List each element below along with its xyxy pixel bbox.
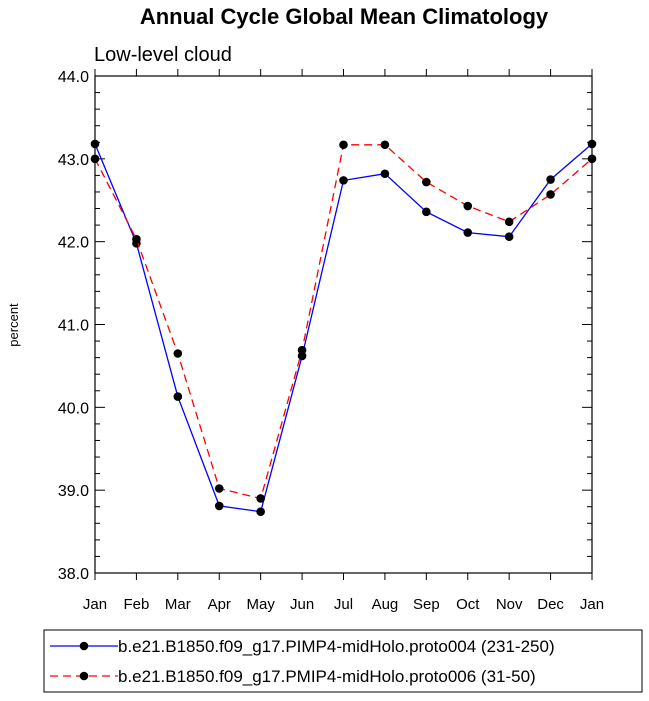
y-tick-label: 42.0 [58, 235, 89, 252]
series-layer [90, 139, 597, 517]
data-point-series1 [256, 507, 265, 517]
x-tick-label: Sep [413, 596, 440, 613]
data-point-series2 [297, 345, 307, 355]
data-point-series1 [380, 169, 390, 179]
y-tick-label: 43.0 [58, 152, 89, 169]
data-point-series2 [504, 217, 514, 227]
x-tick-label: Oct [456, 596, 480, 613]
x-tick-label: Jul [334, 596, 353, 613]
plot-frame [94, 75, 593, 574]
data-point-series1 [546, 175, 555, 184]
x-tick-label: Jan [580, 596, 604, 613]
data-point-series1 [214, 501, 224, 511]
y-axis: 38.0 39.0 40.0 41.0 42.0 43.0 44.0 [58, 69, 592, 583]
data-point-series1 [422, 207, 431, 217]
x-axis: Jan Feb Mar Apr May Jun Jul Aug Sep Oct Nov Dec Jan [83, 69, 604, 613]
data-point-series1 [90, 139, 100, 149]
legend: b.e21.B1850.f09_g17.PIMP4-midHolo.proto0… [50, 637, 555, 686]
series-line-1 [94, 143, 593, 513]
x-tick-label: Nov [496, 596, 523, 613]
legend-marker-1 [79, 641, 89, 651]
data-point-series1 [173, 392, 183, 401]
y-tick-label: 41.0 [58, 318, 89, 335]
y-axis-title: percent [6, 303, 21, 347]
data-point-series2 [173, 349, 183, 358]
legend-marker-2 [79, 671, 89, 681]
data-point-series2 [90, 154, 100, 164]
data-point-series2 [463, 201, 473, 211]
data-point-series2 [380, 140, 390, 150]
x-tick-label: Feb [123, 596, 149, 613]
data-point-series2 [587, 154, 597, 164]
data-point-series2 [214, 484, 224, 493]
y-tick-label: 44.0 [58, 69, 89, 86]
legend-label-2: b.e21.B1850.f09_g17.PMIP4-midHolo.proto0… [118, 667, 536, 686]
data-point-series1 [587, 139, 597, 149]
data-point-series1 [463, 228, 473, 237]
x-tick-label: Mar [165, 596, 191, 613]
data-point-series2 [256, 494, 265, 503]
legend-box [43, 629, 643, 693]
legend-label-1: b.e21.B1850.f09_g17.PIMP4-midHolo.proto0… [118, 637, 555, 656]
y-tick-label: 39.0 [58, 483, 89, 500]
data-point-series2 [339, 140, 348, 150]
x-tick-label: Apr [208, 596, 231, 613]
x-tick-label: Jun [290, 596, 314, 613]
chart-subtitle: Low-level cloud [94, 44, 232, 66]
x-tick-label: Dec [537, 596, 564, 613]
x-tick-label: Jan [83, 596, 107, 613]
chart-title: Annual Cycle Global Mean Climatology [140, 4, 549, 29]
data-point-series2 [132, 234, 141, 244]
series-line-2 [94, 144, 593, 500]
data-point-series1 [339, 176, 348, 185]
y-tick-label: 38.0 [58, 566, 89, 583]
data-point-series2 [422, 177, 431, 187]
x-tick-label: May [246, 596, 275, 613]
x-tick-label: Aug [372, 596, 399, 613]
data-point-series1 [504, 232, 514, 241]
y-tick-label: 40.0 [58, 400, 89, 417]
data-point-series2 [546, 190, 555, 199]
